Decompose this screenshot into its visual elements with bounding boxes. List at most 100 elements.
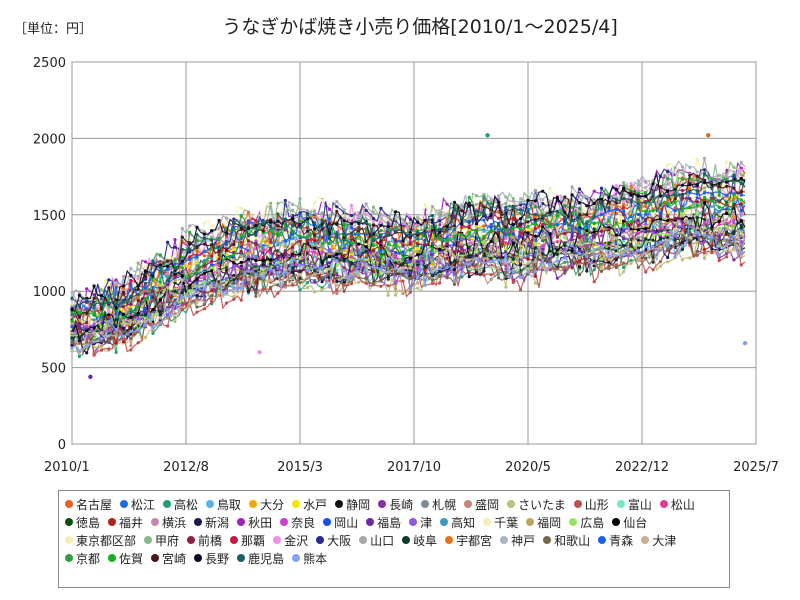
data-point <box>482 192 486 196</box>
data-point <box>445 272 449 276</box>
data-point <box>592 189 596 193</box>
series-line-45 <box>70 171 746 308</box>
data-point <box>335 233 339 237</box>
data-point <box>371 281 376 285</box>
data-point <box>489 244 493 248</box>
data-point <box>239 267 243 271</box>
legend-label: 和歌山 <box>554 533 591 548</box>
data-point <box>210 269 214 273</box>
data-point <box>99 345 103 349</box>
data-point <box>622 205 626 210</box>
data-point <box>158 286 162 290</box>
data-point <box>555 213 560 218</box>
data-point <box>585 204 589 208</box>
data-point <box>107 339 111 343</box>
data-point <box>408 274 412 278</box>
series-path <box>71 173 746 316</box>
data-point <box>607 265 611 269</box>
data-point <box>702 251 707 255</box>
data-point <box>680 247 685 251</box>
data-point <box>342 280 346 285</box>
legend-label: 岐阜 <box>413 533 438 548</box>
data-point <box>452 267 457 272</box>
data-point <box>313 255 317 259</box>
data-point <box>239 289 243 293</box>
data-point <box>210 254 214 258</box>
data-point <box>489 225 493 229</box>
data-point <box>541 244 545 248</box>
data-point <box>77 341 81 345</box>
data-point <box>349 262 354 266</box>
legend-item: 津 <box>409 513 432 531</box>
data-point <box>143 260 148 264</box>
data-point <box>224 265 229 270</box>
data-point <box>364 202 368 206</box>
data-point <box>599 222 604 226</box>
data-point <box>283 217 287 221</box>
data-point <box>519 208 523 212</box>
data-point <box>614 198 618 202</box>
data-point <box>526 231 530 235</box>
data-point <box>430 214 434 218</box>
data-point <box>680 171 685 176</box>
data-point <box>732 221 736 225</box>
data-point <box>349 222 354 226</box>
data-point <box>658 223 663 227</box>
data-point <box>467 204 471 208</box>
data-point <box>592 261 596 266</box>
data-point <box>607 196 611 200</box>
data-point <box>342 223 346 227</box>
data-point <box>519 228 523 232</box>
series-path <box>71 197 746 325</box>
data-point <box>416 242 420 246</box>
data-point <box>305 269 309 273</box>
data-point <box>725 242 729 246</box>
data-point <box>188 255 192 259</box>
series-group <box>70 133 748 379</box>
legend-label: 東京都区部 <box>76 533 137 548</box>
data-point <box>166 256 170 261</box>
legend-marker-icon <box>359 536 368 544</box>
data-point <box>143 316 148 320</box>
data-point <box>695 233 699 237</box>
data-point <box>460 213 464 217</box>
data-point <box>136 279 140 283</box>
data-point <box>504 233 508 237</box>
data-point <box>77 354 81 359</box>
data-point <box>224 255 229 259</box>
data-point <box>467 264 471 268</box>
data-point <box>430 281 434 285</box>
data-point <box>107 347 111 351</box>
data-point <box>739 224 743 228</box>
data-point <box>570 230 574 234</box>
data-point <box>636 199 640 203</box>
data-point <box>394 210 398 214</box>
data-point <box>379 284 383 288</box>
data-point <box>717 230 721 234</box>
data-point <box>673 216 677 220</box>
data-point <box>335 205 339 209</box>
data-point <box>585 269 589 273</box>
data-point <box>364 258 368 262</box>
data-point <box>99 339 103 343</box>
data-point <box>254 242 258 246</box>
data-point <box>695 204 699 208</box>
data-point <box>438 267 442 271</box>
data-point <box>489 277 493 281</box>
data-point <box>636 231 640 235</box>
data-point <box>541 189 545 193</box>
data-point <box>739 168 743 172</box>
data-point <box>504 274 508 279</box>
legend-item: 広島 <box>569 513 604 531</box>
data-point <box>592 230 596 234</box>
data-point <box>438 247 442 251</box>
legend-marker-icon <box>194 518 203 526</box>
data-point <box>474 194 479 198</box>
data-point <box>202 254 206 258</box>
data-point <box>533 218 538 222</box>
data-point <box>445 242 449 246</box>
data-point <box>474 222 479 226</box>
data-point <box>489 265 493 269</box>
data-point <box>121 334 126 338</box>
data-point <box>136 316 140 321</box>
